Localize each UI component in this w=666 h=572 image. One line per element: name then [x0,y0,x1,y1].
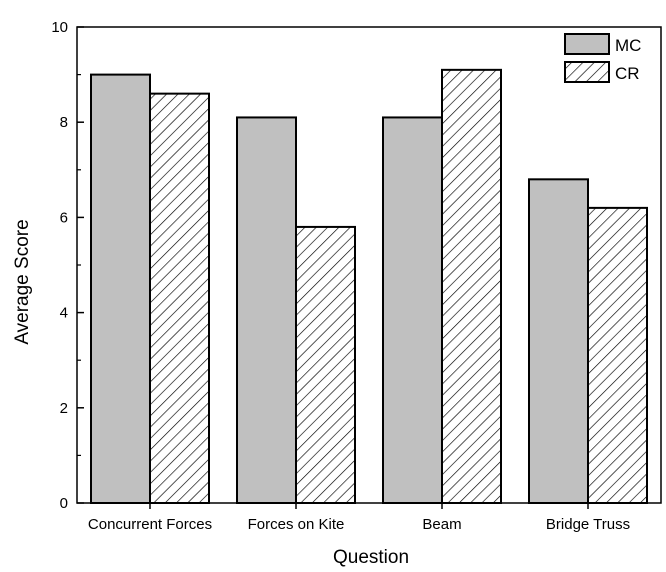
y-tick-label: 0 [60,495,68,512]
y-tick-label: 8 [60,114,68,131]
x-tick-label: Concurrent Forces [88,516,212,533]
y-tick-label: 4 [60,305,68,322]
bar-cr-1 [149,92,210,504]
legend-label-mc: MC [615,36,641,55]
bars-layer [90,68,648,504]
bar-cr-3 [441,68,502,504]
y-tick-label: 10 [51,19,68,36]
bar-mc-4 [528,178,589,504]
bar-mc-3 [382,116,443,504]
y-tick-label: 6 [60,209,68,226]
legend-swatch-cr [564,61,610,83]
x-tick-label: Beam [422,516,461,533]
y-tick-label: 2 [60,400,68,417]
bar-mc-2 [236,116,297,504]
legend-swatch-mc [564,33,610,55]
legend-label-cr: CR [615,64,640,83]
bar-cr-2 [295,225,356,504]
y-axis-title: Average Score [12,219,33,344]
axes-layer: 0 2 4 6 8 10 Concurrent Forces Forces on Kite Be… [51,19,662,533]
x-tick-label: Bridge Truss [546,516,630,533]
legend: MC CR [564,33,641,83]
x-tick-label: Forces on Kite [248,516,345,533]
bar-cr-4 [587,206,648,504]
bar-mc-1 [90,73,151,504]
x-axis-title: Question [333,547,409,568]
